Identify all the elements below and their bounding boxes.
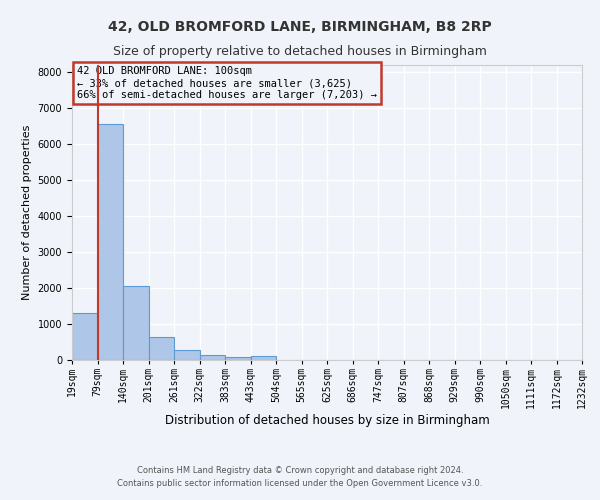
X-axis label: Distribution of detached houses by size in Birmingham: Distribution of detached houses by size … — [164, 414, 490, 426]
Bar — [199, 355, 225, 360]
Text: 42 OLD BROMFORD LANE: 100sqm
← 33% of detached houses are smaller (3,625)
66% of: 42 OLD BROMFORD LANE: 100sqm ← 33% of de… — [77, 66, 377, 100]
Bar — [225, 357, 251, 360]
Text: Contains HM Land Registry data © Crown copyright and database right 2024.
Contai: Contains HM Land Registry data © Crown c… — [118, 466, 482, 487]
Bar — [123, 286, 149, 360]
Bar — [72, 313, 97, 360]
Bar — [251, 356, 276, 360]
Bar — [97, 124, 123, 360]
Bar — [174, 350, 199, 360]
Bar — [149, 338, 174, 360]
Y-axis label: Number of detached properties: Number of detached properties — [22, 125, 32, 300]
Text: 42, OLD BROMFORD LANE, BIRMINGHAM, B8 2RP: 42, OLD BROMFORD LANE, BIRMINGHAM, B8 2R… — [108, 20, 492, 34]
Text: Size of property relative to detached houses in Birmingham: Size of property relative to detached ho… — [113, 45, 487, 58]
